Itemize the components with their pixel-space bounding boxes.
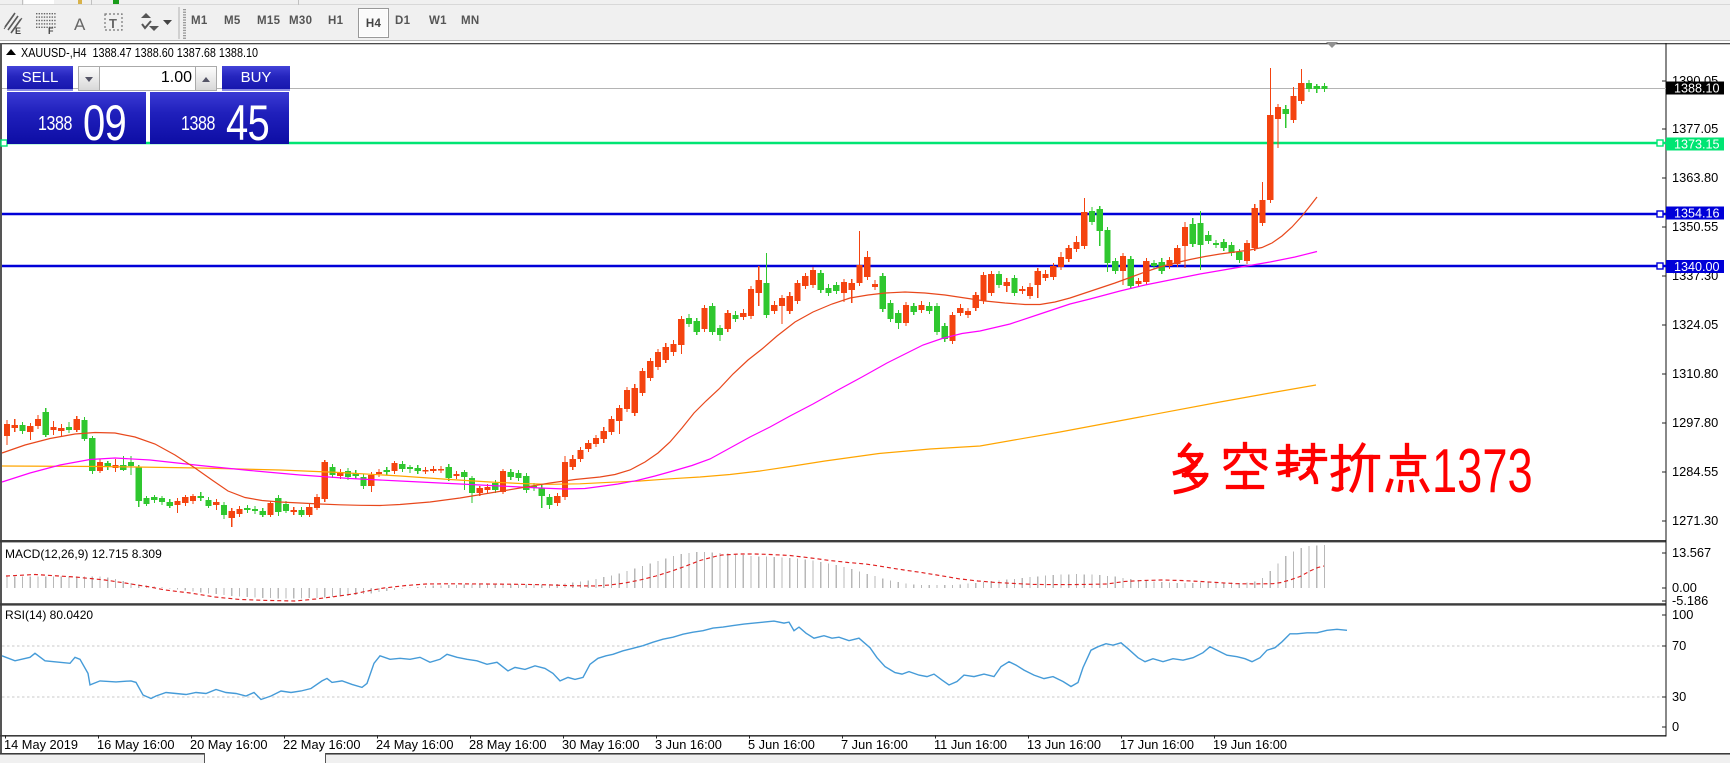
svg-text:1271.30: 1271.30 <box>1672 513 1718 528</box>
svg-text:1310.80: 1310.80 <box>1672 366 1718 381</box>
svg-text:-5.186: -5.186 <box>1672 593 1708 608</box>
svg-text:1324.05: 1324.05 <box>1672 317 1718 332</box>
svg-text:30: 30 <box>1672 689 1686 704</box>
svg-text:1388.10: 1388.10 <box>1674 82 1720 96</box>
svg-text:A: A <box>74 15 86 34</box>
svg-text:E: E <box>15 26 21 36</box>
svg-text:14 May 2019: 14 May 2019 <box>4 737 78 752</box>
svg-text:0: 0 <box>1672 719 1679 734</box>
svg-text:7 Jun 16:00: 7 Jun 16:00 <box>841 737 908 752</box>
svg-text:XAUUSD-,H4 1388.47 1388.60 13: XAUUSD-,H4 1388.47 1388.60 1387.68 1388.… <box>21 45 258 60</box>
svg-text:70: 70 <box>1672 638 1686 653</box>
svg-text:1377.05: 1377.05 <box>1672 121 1718 136</box>
svg-text:11 Jun 16:00: 11 Jun 16:00 <box>934 737 1007 752</box>
svg-text:T: T <box>109 16 117 31</box>
svg-text:22 May 16:00: 22 May 16:00 <box>283 737 361 752</box>
svg-text:13 Jun 16:00: 13 Jun 16:00 <box>1027 737 1101 752</box>
svg-text:13.567: 13.567 <box>1672 545 1711 560</box>
svg-text:1373: 1373 <box>1432 436 1533 506</box>
svg-text:16 May 16:00: 16 May 16:00 <box>97 737 175 752</box>
svg-text:1297.80: 1297.80 <box>1672 415 1718 430</box>
svg-text:RSI(14) 80.0420: RSI(14) 80.0420 <box>5 608 93 622</box>
svg-text:1350.55: 1350.55 <box>1672 219 1718 234</box>
svg-text:MACD(12,26,9) 12.715 8.309: MACD(12,26,9) 12.715 8.309 <box>5 547 162 561</box>
svg-text:24 May 16:00: 24 May 16:00 <box>376 737 454 752</box>
svg-text:100: 100 <box>1672 607 1693 622</box>
svg-text:28 May 16:00: 28 May 16:00 <box>469 737 547 752</box>
svg-text:1373.15: 1373.15 <box>1674 138 1720 152</box>
svg-text:20 May 16:00: 20 May 16:00 <box>190 737 268 752</box>
svg-text:0.00: 0.00 <box>1672 580 1697 595</box>
svg-text:17 Jun 16:00: 17 Jun 16:00 <box>1120 737 1194 752</box>
svg-text:5 Jun 16:00: 5 Jun 16:00 <box>748 737 815 752</box>
svg-text:1363.80: 1363.80 <box>1672 170 1718 185</box>
svg-text:1340.00: 1340.00 <box>1674 260 1720 274</box>
svg-text:30 May 16:00: 30 May 16:00 <box>562 737 640 752</box>
svg-text:F: F <box>48 26 54 36</box>
svg-text:3 Jun 16:00: 3 Jun 16:00 <box>655 737 722 752</box>
svg-text:1354.16: 1354.16 <box>1674 207 1720 221</box>
svg-text:19 Jun 16:00: 19 Jun 16:00 <box>1213 737 1287 752</box>
svg-text:1284.55: 1284.55 <box>1672 464 1718 479</box>
